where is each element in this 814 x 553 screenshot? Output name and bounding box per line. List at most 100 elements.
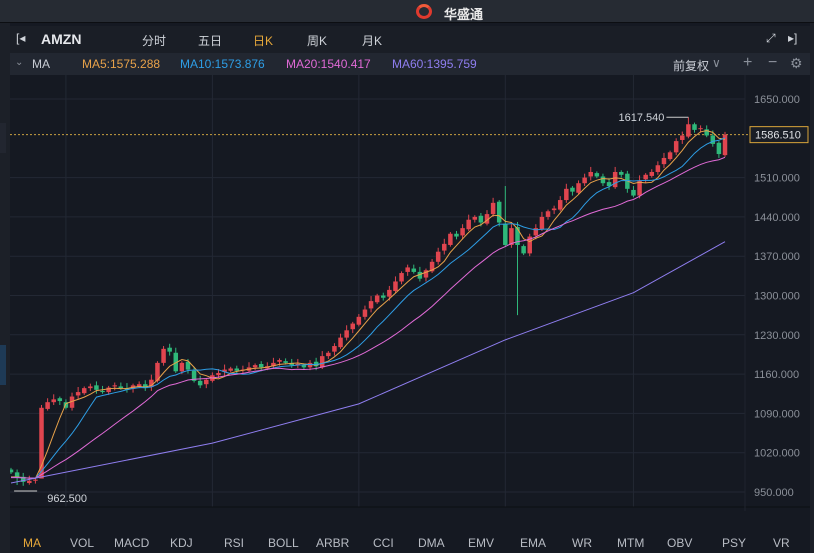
indicator-tab-ma[interactable]: MA [23,536,41,550]
current-price-label: 1586.510 [755,130,801,142]
candle-body [716,142,722,155]
period-tab-daily[interactable]: 日K [253,34,274,48]
candle-body [381,295,386,298]
collapse-left-icon[interactable]: [◂ [16,31,26,45]
candle-body [258,363,264,368]
candle-body [143,384,148,389]
left-panel-edge [0,23,10,553]
current-price-box [749,126,809,144]
symbol-label: AMZN [41,31,82,47]
candle-body [606,182,612,187]
candle-body [10,469,14,473]
candle-body [112,385,117,387]
candle-body [57,398,63,402]
indicator-tab-wr[interactable]: WR [572,536,592,550]
candle-body [527,236,532,254]
candle-body [33,479,38,481]
indicator-tab-boll[interactable]: BOLL [268,536,299,550]
ma10-line [11,137,726,479]
right-panel-edge [810,23,814,553]
max-price-label: 1617.540 [618,112,664,124]
minus-icon[interactable]: − [768,54,778,71]
candle-body [20,476,26,482]
candle-body [612,171,618,188]
candle-body [545,211,551,217]
candle-body [191,370,197,381]
candle-body [252,365,258,368]
candle-body [319,356,325,368]
period-tab-monthly[interactable]: 月K [362,34,383,48]
indicator-tab-emv[interactable]: EMV [468,536,495,550]
ma60-line [10,241,726,484]
indicator-name[interactable]: MA [32,57,50,71]
expand-right-icon[interactable]: ▸] [788,31,798,45]
candle-body [521,246,526,254]
chevron-down-icon[interactable]: ⌄ [15,57,24,68]
gear-icon[interactable]: ⚙ [790,55,803,71]
ma10-value: MA10:1573.876 [180,57,265,71]
period-tab-5day[interactable]: 五日 [198,34,223,48]
candle-body [204,379,209,385]
candle-body [582,177,587,184]
candle-body [69,396,75,408]
y-tick-label: 1370.000 [754,251,800,263]
candlestick-chart[interactable]: 1650.000 1510.000 1440.000 1370.000 1300.000… [10,75,810,511]
candle-body [118,386,124,389]
indicator-tab-dma[interactable]: DMA [418,536,445,550]
candle-body [399,273,404,282]
candle-body [576,183,581,193]
y-tick-label: 1020.000 [754,448,800,460]
ma5-value: MA5:1575.288 [82,57,161,71]
indicator-tab-vol[interactable]: VOL [70,536,95,550]
indicator-tab-vr[interactable]: VR [773,536,790,550]
candle-body [686,124,691,137]
indicator-tab-psy[interactable]: PSY [722,536,747,550]
ma5-line [11,130,726,480]
candle-body [185,361,191,370]
indicator-tab-macd[interactable]: MACD [114,536,150,550]
candle-body [301,365,307,368]
candle-body [271,362,276,367]
y-tick-label: 1440.000 [754,212,800,224]
title-bar: 华盛通 [0,0,814,23]
plus-icon[interactable]: + [743,54,753,71]
candle-body [27,480,32,484]
fullscreen-icon[interactable]: ⤢ [766,31,776,45]
indicator-tab-obv[interactable]: OBV [667,536,693,550]
chevron-down-icon[interactable]: ∨ [712,56,721,70]
indicator-tab-cci[interactable]: CCI [373,536,394,550]
y-tick-label: 1090.000 [754,408,800,420]
candle-body [179,362,185,372]
candle-body [51,399,56,403]
candle-body [661,157,667,165]
indicator-tab-ema[interactable]: EMA [520,536,547,550]
candle-body [295,363,301,365]
indicator-tab-kdj[interactable]: KDJ [170,536,193,550]
candle-body [277,360,282,362]
candle-body [478,215,484,223]
candle-body [362,309,368,317]
candle-body [332,346,337,352]
adjust-select[interactable]: 前复权 [673,59,710,73]
indicator-tab-mtm[interactable]: MTM [617,536,645,550]
app-logo-icon [416,4,432,19]
candle-body [14,472,20,478]
y-tick-label: 1160.000 [754,369,799,381]
candle-body [692,124,697,130]
candle-body [643,174,648,180]
y-tick-label: 1300.000 [754,291,800,303]
app-title: 华盛通 [444,7,484,22]
candle-body [106,387,111,393]
candle-body [429,261,435,272]
candle-body [710,135,716,144]
candle-body [442,243,447,251]
indicator-tab-arbr[interactable]: ARBR [316,536,350,550]
candle-body [307,362,313,368]
candle-body [509,228,514,245]
period-tab-intraday[interactable]: 分时 [142,34,167,48]
candle-body [631,189,636,196]
indicator-tab-rsi[interactable]: RSI [224,536,245,550]
candle-body [197,380,203,386]
period-tab-weekly[interactable]: 周K [307,34,328,48]
candle-body [704,129,709,136]
